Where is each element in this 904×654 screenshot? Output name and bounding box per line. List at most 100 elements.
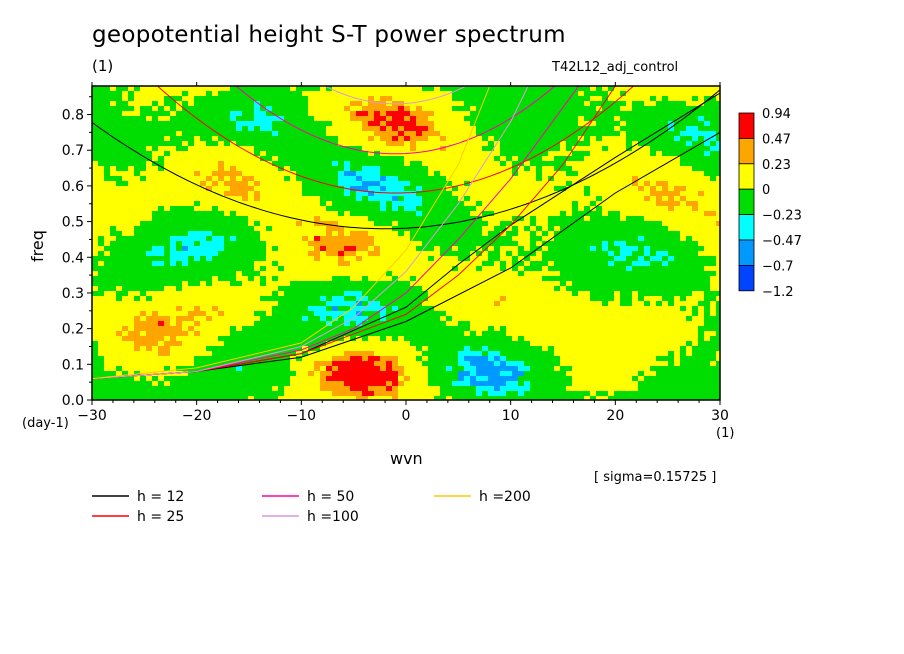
- field-cell: [368, 86, 375, 92]
- field-cell: [206, 246, 213, 252]
- field-cell: [518, 196, 525, 202]
- field-cell: [626, 181, 633, 187]
- field-cell: [98, 121, 105, 127]
- field-cell: [506, 301, 513, 307]
- field-cell: [224, 216, 231, 222]
- field-cell: [404, 271, 411, 277]
- field-cell: [644, 171, 651, 177]
- field-cell: [644, 221, 651, 227]
- field-cell: [242, 251, 249, 257]
- field-cell: [422, 321, 429, 327]
- field-cell: [128, 261, 135, 267]
- field-cell: [626, 191, 633, 197]
- field-cell: [122, 116, 129, 122]
- field-cell: [560, 246, 567, 252]
- field-cell: [212, 151, 219, 157]
- field-cell: [320, 156, 327, 162]
- field-cell: [470, 276, 477, 282]
- field-cell: [452, 216, 459, 222]
- field-cell: [326, 266, 333, 272]
- field-cell: [146, 261, 153, 267]
- field-cell: [314, 126, 321, 132]
- field-cell: [512, 251, 519, 257]
- field-cell: [488, 221, 495, 227]
- field-cell: [104, 316, 111, 322]
- field-cell: [188, 191, 195, 197]
- field-cell: [398, 176, 405, 182]
- field-cell: [224, 316, 231, 322]
- field-cell: [716, 206, 720, 212]
- field-cell: [662, 311, 669, 317]
- field-cell: [500, 196, 507, 202]
- field-cell: [134, 246, 141, 252]
- field-cell: [440, 106, 447, 112]
- field-cell: [170, 156, 177, 162]
- field-cell: [278, 241, 285, 247]
- field-cell: [482, 196, 489, 202]
- field-cell: [566, 121, 573, 127]
- field-cell: [650, 116, 657, 122]
- field-cell: [578, 111, 585, 117]
- field-cell: [296, 241, 303, 247]
- field-cell: [344, 216, 351, 222]
- field-cell: [266, 276, 273, 282]
- field-cell: [608, 106, 615, 112]
- field-cell: [446, 196, 453, 202]
- field-cell: [350, 291, 357, 297]
- field-cell: [218, 201, 225, 207]
- field-cell: [596, 146, 603, 152]
- field-cell: [662, 221, 669, 227]
- field-cell: [380, 321, 387, 327]
- field-cell: [716, 311, 720, 317]
- field-cell: [620, 171, 627, 177]
- field-cell: [140, 186, 147, 192]
- field-cell: [344, 136, 351, 142]
- field-cell: [620, 226, 627, 232]
- field-cell: [428, 106, 435, 112]
- field-cell: [692, 101, 699, 107]
- field-cell: [560, 301, 567, 307]
- field-cell: [656, 221, 663, 227]
- field-cell: [602, 286, 609, 292]
- field-cell: [158, 201, 165, 207]
- field-cell: [698, 226, 705, 232]
- field-cell: [644, 91, 651, 97]
- field-cell: [416, 166, 423, 172]
- field-cell: [386, 116, 393, 122]
- field-cell: [218, 226, 225, 232]
- field-cell: [188, 151, 195, 157]
- field-cell: [626, 231, 633, 237]
- field-cell: [494, 181, 501, 187]
- field-cell: [602, 216, 609, 222]
- field-cell: [320, 101, 327, 107]
- field-cell: [134, 251, 141, 257]
- field-cell: [458, 296, 465, 302]
- field-cell: [572, 146, 579, 152]
- field-cell: [176, 136, 183, 142]
- field-cell: [458, 106, 465, 112]
- field-cell: [122, 306, 129, 312]
- field-cell: [710, 146, 717, 152]
- field-cell: [698, 241, 705, 247]
- field-cell: [440, 136, 447, 142]
- field-cell: [134, 111, 141, 117]
- field-cell: [170, 146, 177, 152]
- field-cell: [122, 166, 129, 172]
- field-cell: [284, 296, 291, 302]
- field-cell: [290, 296, 297, 302]
- field-cell: [434, 121, 441, 127]
- field-cell: [500, 186, 507, 192]
- field-cell: [344, 151, 351, 157]
- field-cell: [320, 191, 327, 197]
- field-cell: [614, 296, 621, 302]
- field-cell: [506, 146, 513, 152]
- field-cell: [404, 91, 411, 97]
- field-cell: [188, 126, 195, 132]
- field-cell: [158, 211, 165, 217]
- field-cell: [290, 186, 297, 192]
- field-cell: [218, 171, 225, 177]
- field-cell: [116, 161, 123, 167]
- field-cell: [242, 126, 249, 132]
- field-cell: [488, 311, 495, 317]
- field-cell: [692, 311, 699, 317]
